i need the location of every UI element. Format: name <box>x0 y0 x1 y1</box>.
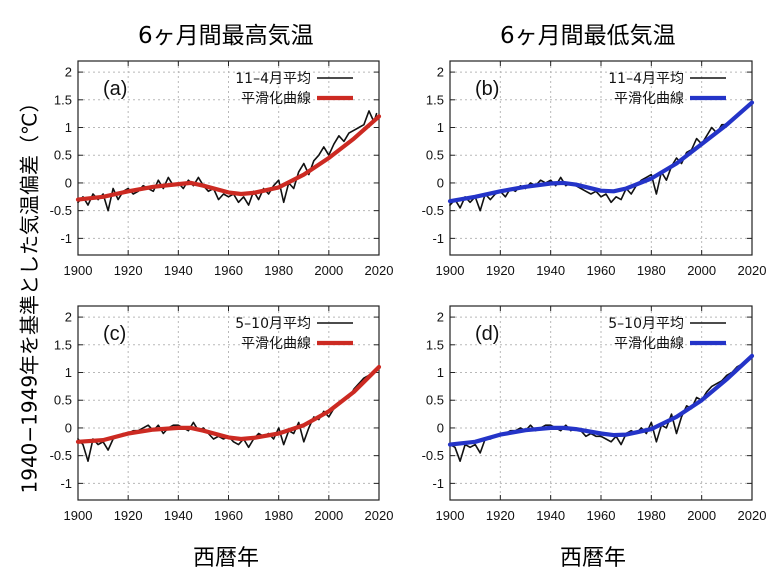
y-tick-label: 0.5 <box>426 393 444 408</box>
chart-panel-2: 1900 1920 1940 1960 1980 2000 2020 2 1.5 1 0.5 0 -0.… <box>50 305 394 523</box>
y-tick-label: 1.5 <box>54 337 72 352</box>
y-tick-label: -0.5 <box>50 448 72 463</box>
y-tick-label: 1.5 <box>426 92 444 107</box>
y-tick-label: 2 <box>437 65 444 80</box>
y-tick-label: 0.5 <box>54 148 72 163</box>
x-tick-label: 1980 <box>637 263 666 278</box>
y-tick-label: 0.5 <box>426 148 444 163</box>
y-tick-label: 0 <box>437 420 444 435</box>
y-tick-label: -1 <box>432 476 444 491</box>
x-tick-label: 1920 <box>486 508 515 523</box>
series-line-smooth <box>75 114 382 202</box>
legend-label: 5–10月平均 <box>235 316 311 332</box>
x-tick-label: 1900 <box>64 508 93 523</box>
x-tick-label: 1960 <box>587 263 616 278</box>
panel-label: (c) <box>103 323 126 345</box>
x-tick-label: 1940 <box>164 508 193 523</box>
panel-label: (d) <box>475 323 499 345</box>
y-tick-label: 1 <box>65 120 72 135</box>
panel-label: (a) <box>103 78 127 100</box>
x-tick-label: 1940 <box>536 263 565 278</box>
y-tick-label: 2 <box>437 310 444 325</box>
legend-label: 5–10月平均 <box>608 316 684 332</box>
column-title-min: 6ヶ月間最低気温 <box>500 23 676 49</box>
y-tick-label: -0.5 <box>50 203 72 218</box>
x-tick-label: 1920 <box>114 263 143 278</box>
chart-panel-1: 1900 1920 1940 1960 1980 2000 2020 2 1.5 1 0.5 0 -0.… <box>422 60 767 278</box>
x-tick-label: 1900 <box>436 508 465 523</box>
x-tick-label: 1920 <box>114 508 143 523</box>
x-tick-label: 2020 <box>738 263 767 278</box>
legend-label: 11–4月平均 <box>608 71 684 87</box>
x-tick-label: 1980 <box>637 508 666 523</box>
y-tick-label: 1 <box>437 120 444 135</box>
legend-label: 平滑化曲線 <box>241 90 311 107</box>
x-tick-label: 1900 <box>64 263 93 278</box>
series-line-smooth <box>447 100 755 204</box>
y-tick-label: -0.5 <box>422 203 444 218</box>
x-tick-label: 1960 <box>214 508 243 523</box>
x-axis-label-right: 西暦年 <box>560 546 627 571</box>
x-tick-label: 1920 <box>486 263 515 278</box>
y-tick-label: 2 <box>65 310 72 325</box>
y-tick-label: 0 <box>65 175 72 190</box>
series-line-raw <box>77 110 378 212</box>
y-tick-label: 1.5 <box>426 337 444 352</box>
series-line-smooth <box>447 353 755 447</box>
y-tick-label: 0 <box>437 175 444 190</box>
x-tick-label: 1940 <box>164 263 193 278</box>
x-tick-label: 1940 <box>536 508 565 523</box>
y-tick-label: 1.5 <box>54 92 72 107</box>
legend-label: 平滑化曲線 <box>614 90 684 107</box>
x-axis-label-left: 西暦年 <box>193 546 260 571</box>
x-tick-label: 2020 <box>365 263 394 278</box>
x-tick-label: 2000 <box>687 263 716 278</box>
x-tick-label: 2020 <box>365 508 394 523</box>
x-tick-label: 2000 <box>314 263 343 278</box>
y-tick-label: -1 <box>60 231 72 246</box>
x-tick-label: 1980 <box>264 263 293 278</box>
legend-label: 平滑化曲線 <box>614 335 684 352</box>
column-title-max: 6ヶ月間最高気温 <box>138 23 314 49</box>
y-tick-label: 0 <box>65 420 72 435</box>
chart-panel-0: 1900 1920 1940 1960 1980 2000 2020 2 1.5 1 0.5 0 -0.… <box>50 60 394 278</box>
legend-label: 11–4月平均 <box>235 71 311 87</box>
y-tick-label: -1 <box>432 231 444 246</box>
x-tick-label: 1900 <box>436 263 465 278</box>
series-line-smooth <box>75 364 382 444</box>
chart-panel-3: 1900 1920 1940 1960 1980 2000 2020 2 1.5 1 0.5 0 -0.… <box>422 305 767 523</box>
x-tick-label: 1980 <box>264 508 293 523</box>
y-tick-label: 1 <box>437 365 444 380</box>
y-tick-label: 1 <box>65 365 72 380</box>
y-tick-label: -1 <box>60 476 72 491</box>
y-tick-label: 2 <box>65 65 72 80</box>
x-tick-label: 2000 <box>314 508 343 523</box>
panel-label: (b) <box>475 78 499 100</box>
x-tick-label: 1960 <box>214 263 243 278</box>
y-tick-label: 0.5 <box>54 393 72 408</box>
x-tick-label: 1960 <box>587 508 616 523</box>
legend-label: 平滑化曲線 <box>241 335 311 352</box>
x-tick-label: 2000 <box>687 508 716 523</box>
x-tick-label: 2020 <box>738 508 767 523</box>
y-tick-label: -0.5 <box>422 448 444 463</box>
